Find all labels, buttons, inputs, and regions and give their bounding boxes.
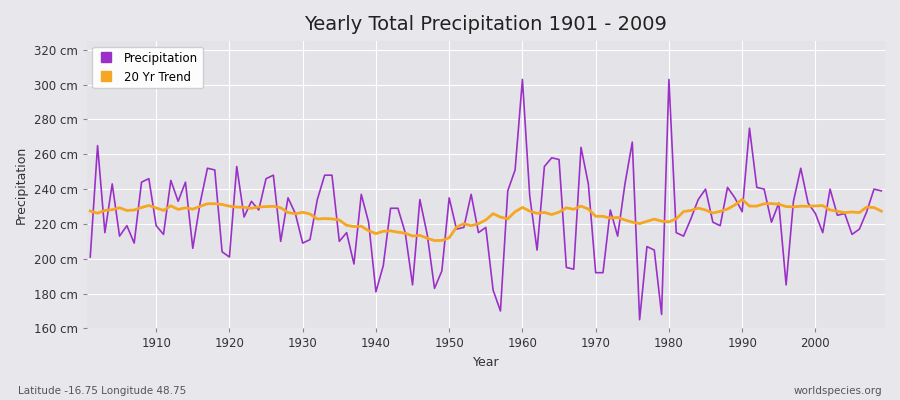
Precipitation — [509, 168, 520, 172]
Precipitation — [634, 317, 645, 322]
Title: Yearly Total Precipitation 1901 - 2009: Yearly Total Precipitation 1901 - 2009 — [304, 15, 667, 34]
Precipitation — [876, 188, 886, 193]
20 Yr Trend — [143, 203, 154, 208]
Line: Precipitation: Precipitation — [90, 80, 881, 320]
20 Yr Trend — [517, 205, 527, 210]
Precipitation — [612, 234, 623, 238]
20 Yr Trend — [612, 215, 623, 220]
Line: 20 Yr Trend: 20 Yr Trend — [90, 199, 881, 240]
Precipitation — [143, 176, 154, 181]
20 Yr Trend — [876, 209, 886, 214]
Precipitation — [85, 255, 95, 260]
20 Yr Trend — [348, 224, 359, 229]
Y-axis label: Precipitation: Precipitation — [15, 146, 28, 224]
Text: worldspecies.org: worldspecies.org — [794, 386, 882, 396]
Legend: Precipitation, 20 Yr Trend: Precipitation, 20 Yr Trend — [93, 47, 203, 88]
Precipitation — [525, 194, 535, 198]
X-axis label: Year: Year — [472, 356, 500, 369]
20 Yr Trend — [525, 209, 535, 214]
Text: Latitude -16.75 Longitude 48.75: Latitude -16.75 Longitude 48.75 — [18, 386, 186, 396]
Precipitation — [304, 237, 315, 242]
20 Yr Trend — [737, 197, 748, 202]
20 Yr Trend — [429, 238, 440, 243]
Precipitation — [348, 262, 359, 266]
Precipitation — [517, 77, 527, 82]
20 Yr Trend — [85, 209, 95, 214]
20 Yr Trend — [304, 212, 315, 216]
